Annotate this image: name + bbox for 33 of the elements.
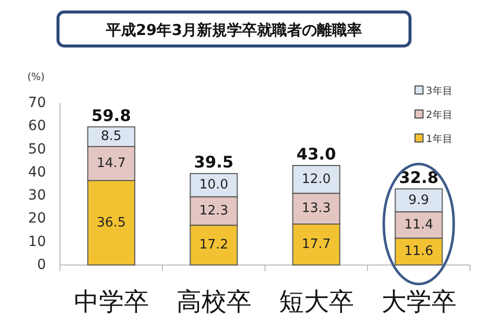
data-label: 9.9: [408, 192, 430, 208]
chart-title: 平成29年3月新規学卒就職者の離職率: [104, 21, 362, 39]
total-label: 59.8: [92, 106, 131, 125]
data-label: 14.7: [96, 156, 126, 172]
y-axis-title: (%): [27, 72, 45, 83]
y-tick-label: 50: [28, 141, 46, 158]
y-tick-label: 30: [28, 188, 46, 204]
total-label: 39.5: [194, 152, 234, 172]
data-label: 12.3: [199, 203, 228, 218]
data-label: 12.0: [302, 172, 331, 187]
y-tick-label: 20: [28, 210, 46, 227]
legend-label: 2年目: [426, 109, 452, 121]
total-label: 32.8: [399, 168, 438, 187]
total-label: 43.0: [296, 144, 336, 164]
legend-label: 1年目: [426, 133, 452, 145]
x-tick-label: 大学卒: [381, 287, 456, 316]
data-label: 17.7: [302, 237, 331, 252]
data-label: 8.5: [100, 129, 122, 144]
data-label: 11.4: [404, 217, 434, 232]
data-label: 36.5: [96, 215, 126, 230]
data-label: 13.3: [302, 201, 331, 216]
y-tick-label: 10: [28, 234, 46, 250]
x-tick-label: 短大卒: [278, 287, 354, 316]
y-tick-label: 60: [28, 118, 46, 134]
legend-label: 3年目: [426, 85, 452, 97]
y-tick-label: 70: [28, 95, 46, 111]
data-label: 10.0: [199, 178, 228, 193]
y-tick-label: 0: [37, 257, 46, 273]
data-label: 11.6: [404, 244, 434, 260]
x-tick-label: 中学卒: [74, 287, 149, 316]
data-label: 17.2: [199, 238, 228, 253]
y-tick-label: 40: [28, 164, 46, 180]
x-tick-label: 高校卒: [176, 287, 252, 316]
